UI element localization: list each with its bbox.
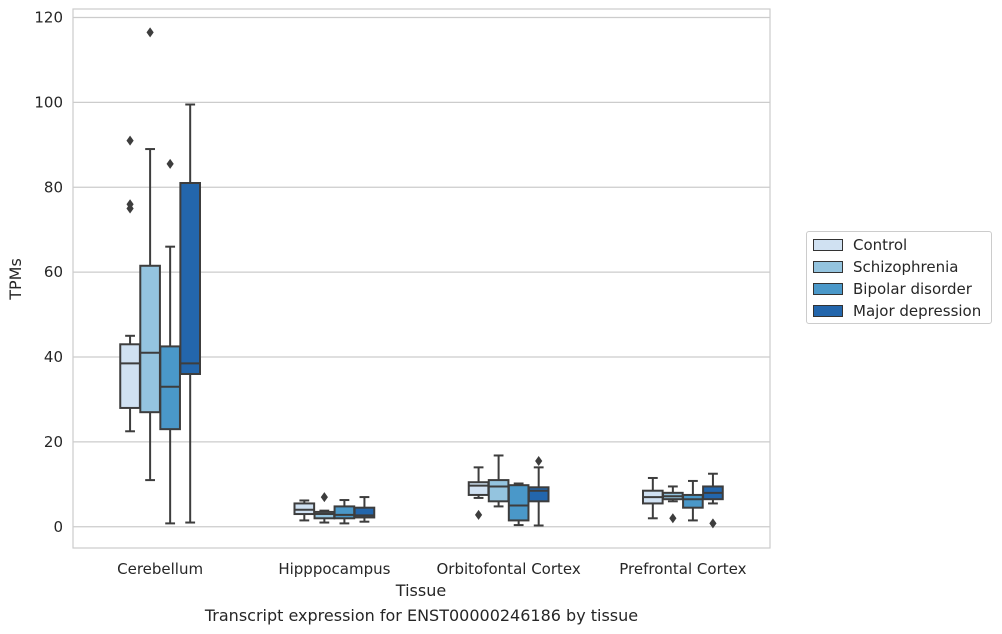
box-iqr	[313, 510, 336, 520]
plot-area	[72, 8, 771, 549]
box-iqr	[293, 502, 316, 516]
legend-swatch-control	[813, 239, 843, 251]
outlier-point	[320, 492, 328, 503]
legend-item-bipolar: Bipolar disorder	[813, 279, 972, 299]
legend-swatch-schizophrenia	[813, 261, 843, 273]
y-axis-label: TPMs	[6, 258, 25, 301]
box-iqr	[487, 479, 510, 503]
x-tick-label-prefrontal-cortex: Prefrontal Cortex	[619, 560, 746, 578]
x-tick-label-hipppocampus: Hipppocampus	[278, 560, 390, 578]
boxes	[119, 27, 724, 529]
y-tick-label-0: 0	[53, 518, 63, 536]
box-cerebellum-major-depression	[179, 103, 202, 524]
box-orbitofontal-cortex-major-depression	[527, 455, 550, 527]
legend-label-schizophrenia: Schizophrenia	[853, 258, 959, 276]
box-prefrontal-cortex-bipolar-disorder	[682, 479, 704, 522]
y-tick-label-80: 80	[44, 178, 63, 196]
box-prefrontal-cortex-major-depression	[702, 472, 724, 529]
box-iqr	[333, 505, 356, 520]
outlier-point	[166, 158, 174, 169]
box-iqr	[467, 481, 490, 496]
legend: Control Schizophrenia Bipolar disorder M…	[806, 231, 992, 324]
box-hipppocampus-schizophrenia	[313, 492, 336, 524]
box-iqr	[119, 343, 141, 409]
box-hipppocampus-major-depression	[353, 496, 376, 523]
y-tick-label-100: 100	[34, 93, 63, 111]
legend-swatch-bipolar	[813, 283, 843, 295]
box-prefrontal-cortex-schizophrenia	[662, 485, 684, 524]
x-tick-labels: Cerebellum Hipppocampus Orbitofontal Corte…	[117, 560, 746, 578]
x-tick-label-cerebellum: Cerebellum	[117, 560, 203, 578]
y-tick-label-120: 120	[34, 8, 63, 26]
box-cerebellum-schizophrenia	[139, 27, 161, 482]
box-orbitofontal-cortex-control	[467, 466, 490, 520]
y-tick-label-60: 60	[44, 263, 63, 281]
box-cerebellum-control	[119, 135, 141, 433]
legend-item-major-depression: Major depression	[813, 301, 981, 321]
chart-caption: Transcript expression for ENST0000024618…	[204, 606, 639, 625]
legend-item-schizophrenia: Schizophrenia	[813, 257, 958, 277]
x-axis-label: Tissue	[395, 581, 446, 600]
outlier-point	[709, 518, 717, 529]
legend-label-major-depression: Major depression	[853, 302, 982, 320]
box-iqr	[159, 345, 181, 431]
y-tick-label-20: 20	[44, 433, 63, 451]
box-iqr	[682, 493, 704, 509]
y-tick-label-40: 40	[44, 348, 63, 366]
box-hipppocampus-control	[293, 499, 316, 522]
outlier-point	[669, 513, 677, 524]
outlier-point	[474, 509, 483, 520]
box-iqr	[179, 182, 202, 375]
box-iqr	[507, 484, 530, 522]
legend-item-control: Control	[813, 235, 907, 255]
legend-label-control: Control	[853, 236, 908, 254]
box-orbitofontal-cortex-bipolar-disorder	[507, 482, 530, 527]
box-iqr	[353, 506, 376, 519]
outlier-point	[535, 455, 543, 466]
outlier-point	[146, 27, 154, 38]
y-tick-labels: 0 20 40 60 80 100 120	[34, 8, 63, 535]
legend-swatch-major-depression	[813, 305, 843, 317]
legend-label-bipolar: Bipolar disorder	[853, 280, 972, 298]
box-cerebellum-bipolar-disorder	[159, 158, 181, 525]
x-tick-label-orbitofontal-cortex: Orbitofontal Cortex	[437, 560, 581, 578]
box-iqr	[527, 486, 550, 503]
outlier-point	[126, 199, 134, 210]
outlier-point	[126, 135, 134, 146]
box-iqr	[139, 264, 161, 414]
